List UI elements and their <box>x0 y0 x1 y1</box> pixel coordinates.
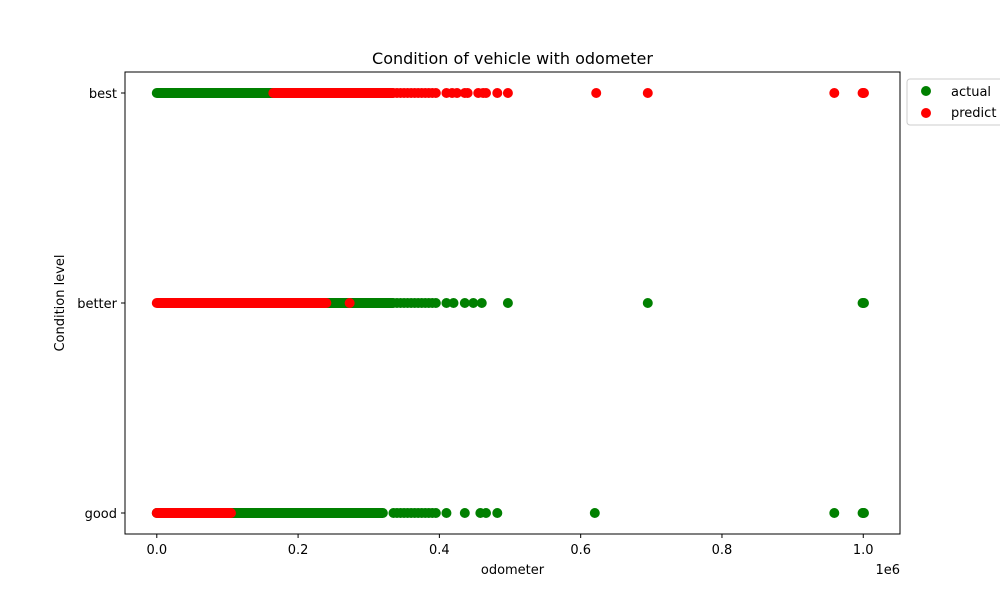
legend-label-actual: actual <box>951 85 991 100</box>
x-tick-label: 0.0 <box>146 543 167 558</box>
point-predict-best <box>591 88 602 98</box>
point-predict-best <box>430 88 441 98</box>
x-tick-label: 1.0 <box>853 543 874 558</box>
point-actual-better <box>858 298 869 308</box>
legend-marker-predict <box>921 108 931 118</box>
point-predict-best <box>462 88 473 98</box>
x-axis-offset-label: 1e6 <box>875 563 900 578</box>
point-actual-good <box>492 508 503 518</box>
point-predict-best <box>452 88 463 98</box>
x-tick-label: 0.2 <box>288 543 309 558</box>
point-predict-best <box>481 88 492 98</box>
point-predict-best <box>829 88 840 98</box>
y-tick-label: good <box>85 507 117 522</box>
legend: actual predict <box>906 78 1000 126</box>
legend-marker-actual <box>921 86 931 96</box>
point-actual-better <box>502 298 513 308</box>
y-tick-label: best <box>89 87 117 102</box>
y-tick-label: better <box>77 297 117 312</box>
point-actual-good <box>430 508 441 518</box>
x-axis-ticks: 0.0 0.2 0.4 0.6 0.8 1.0 <box>146 534 874 558</box>
point-predict-best <box>492 88 503 98</box>
point-predict-better <box>344 298 355 308</box>
point-actual-better <box>448 298 459 308</box>
point-actual-better <box>468 298 479 308</box>
point-predict-best <box>502 88 513 98</box>
point-predict-best <box>858 88 869 98</box>
legend-label-predict: predict <box>951 106 996 121</box>
x-tick-label: 0.6 <box>570 543 591 558</box>
y-axis-label: Condition level <box>53 254 68 351</box>
point-actual-better <box>441 298 452 308</box>
point-actual-better <box>430 298 441 308</box>
point-actual-good <box>589 508 600 518</box>
point-actual-better <box>642 298 653 308</box>
x-tick-label: 0.4 <box>429 543 450 558</box>
data-marks <box>151 88 869 518</box>
x-axis-label: odometer <box>481 563 545 578</box>
point-actual-good <box>829 508 840 518</box>
point-actual-better <box>476 298 487 308</box>
point-actual-good <box>459 508 470 518</box>
point-actual-good <box>481 508 492 518</box>
x-tick-label: 0.8 <box>712 543 733 558</box>
point-predict-best <box>642 88 653 98</box>
chart-title: Condition of vehicle with odometer <box>372 49 653 68</box>
point-actual-better <box>459 298 470 308</box>
point-actual-good <box>858 508 869 518</box>
point-actual-good <box>441 508 452 518</box>
y-axis-ticks: good better best <box>77 87 125 522</box>
